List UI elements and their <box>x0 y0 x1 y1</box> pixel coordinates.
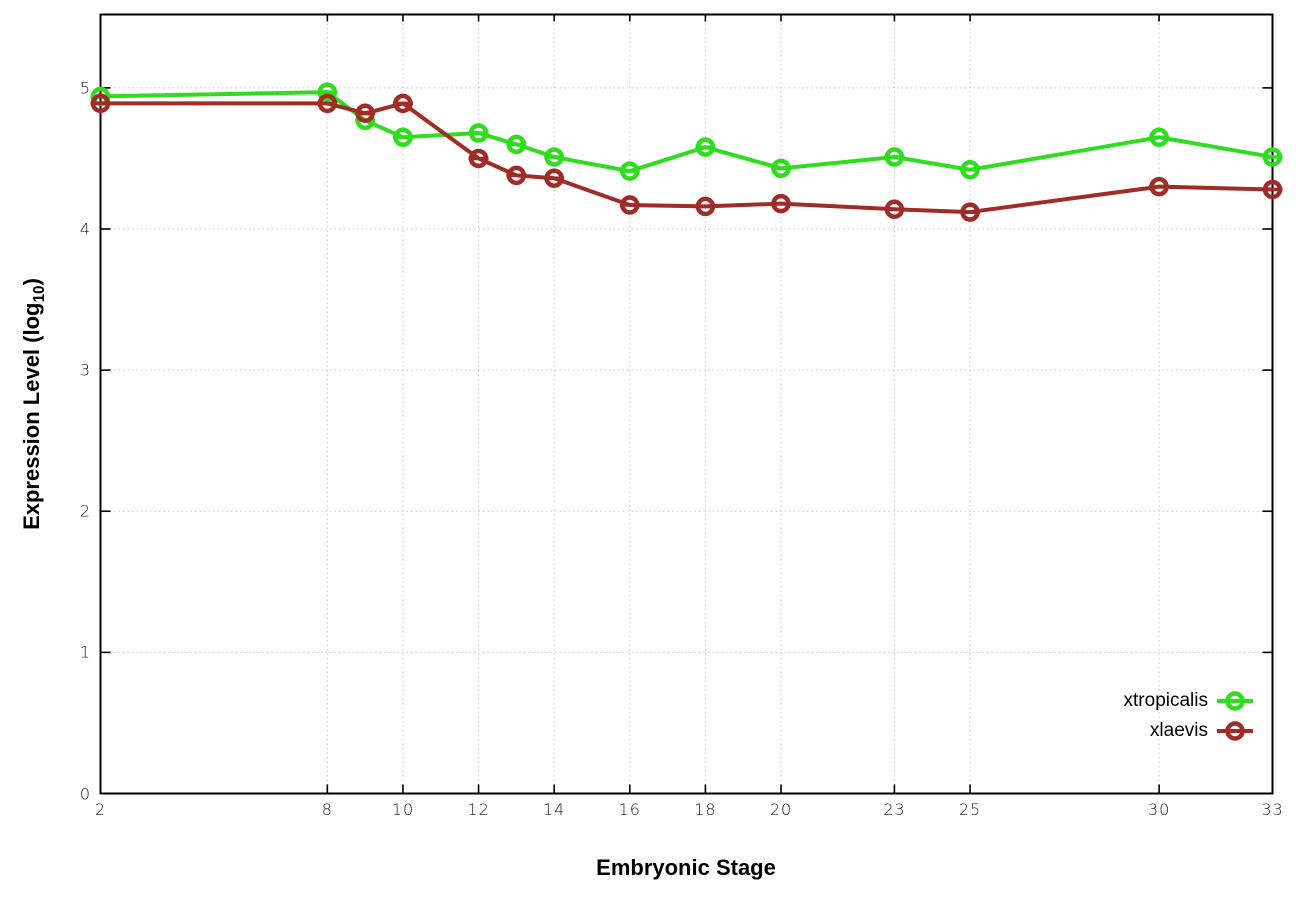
x-tick-label-25: 25 <box>958 800 982 819</box>
y-tick-label-3: 3 <box>79 360 91 380</box>
data-point-marker <box>884 147 905 167</box>
border-box <box>99 13 1274 795</box>
data-point-marker <box>90 93 111 114</box>
y-axis-title-text: Expression Level (log <box>18 302 44 530</box>
data-point-marker <box>355 103 375 124</box>
y-tick-label-4: 4 <box>79 219 91 239</box>
tick-marks <box>99 14 1274 795</box>
data-point-marker <box>1149 127 1169 148</box>
x-tick-label-20: 20 <box>769 800 793 819</box>
data-point-marker <box>468 123 489 143</box>
data-point-marker <box>1149 176 1169 197</box>
data-point-marker <box>960 202 980 222</box>
x-tick-label-2: 2 <box>94 800 107 819</box>
data-point-marker <box>771 158 791 179</box>
series-xlaevis <box>90 93 1283 222</box>
x-axis-title: Embryonic Stage <box>596 855 776 880</box>
data-point-marker <box>544 147 564 167</box>
y-tick-label-2: 2 <box>79 501 91 521</box>
data-point-marker <box>620 161 640 181</box>
legend-label: xtropicalis <box>1123 690 1208 711</box>
data-point-marker <box>1262 147 1283 167</box>
series-line <box>100 101 1273 215</box>
x-tick-label-23: 23 <box>883 800 906 819</box>
data-point-marker <box>506 134 527 155</box>
legend-label: xlaevis <box>1149 720 1208 741</box>
data-point-marker <box>884 199 905 219</box>
data-point-marker <box>1262 179 1283 200</box>
legend-item-xtropicalis: xtropicalis <box>1124 686 1254 716</box>
plot-border <box>99 13 1274 795</box>
data-point-marker <box>393 93 413 114</box>
y-tick-label-0: 0 <box>79 784 91 803</box>
legend-item-xlaevis: xlaevis <box>1124 716 1254 746</box>
x-tick-label-18: 18 <box>694 800 717 819</box>
legend: xtropicalis xlaevis <box>1124 686 1254 746</box>
y-tick-label-5: 5 <box>79 78 91 98</box>
data-point-marker <box>317 93 338 114</box>
legend-marker-icon <box>1217 691 1253 711</box>
x-tick-label-14: 14 <box>542 800 566 819</box>
data-point-marker <box>695 137 716 157</box>
legend-marker-icon <box>1217 721 1253 741</box>
gridlines <box>100 14 1273 794</box>
data-point-marker <box>393 127 413 148</box>
data-point-marker <box>506 165 527 186</box>
x-tick-label-10: 10 <box>391 800 415 819</box>
x-tick-label-33: 33 <box>1261 800 1284 819</box>
data-point-marker <box>960 159 980 180</box>
x-tick-label-30: 30 <box>1147 800 1171 819</box>
x-tick-label-8: 8 <box>321 800 333 819</box>
y-axis-title-close: ) <box>18 278 44 286</box>
data-point-marker <box>317 82 338 102</box>
data-point-marker <box>544 168 564 188</box>
data-point-marker <box>695 196 716 217</box>
y-axis-title-subscript: 10 <box>31 285 49 303</box>
x-tick-label-12: 12 <box>467 800 490 819</box>
series-xtropicalis <box>90 82 1283 181</box>
data-point-marker <box>468 148 489 169</box>
y-tick-label-1: 1 <box>79 642 91 662</box>
x-tick-label-16: 16 <box>618 800 641 819</box>
data-point-marker <box>771 193 791 214</box>
data-point-marker <box>620 195 640 215</box>
y-axis-title: Expression Level (log10) <box>19 278 49 530</box>
